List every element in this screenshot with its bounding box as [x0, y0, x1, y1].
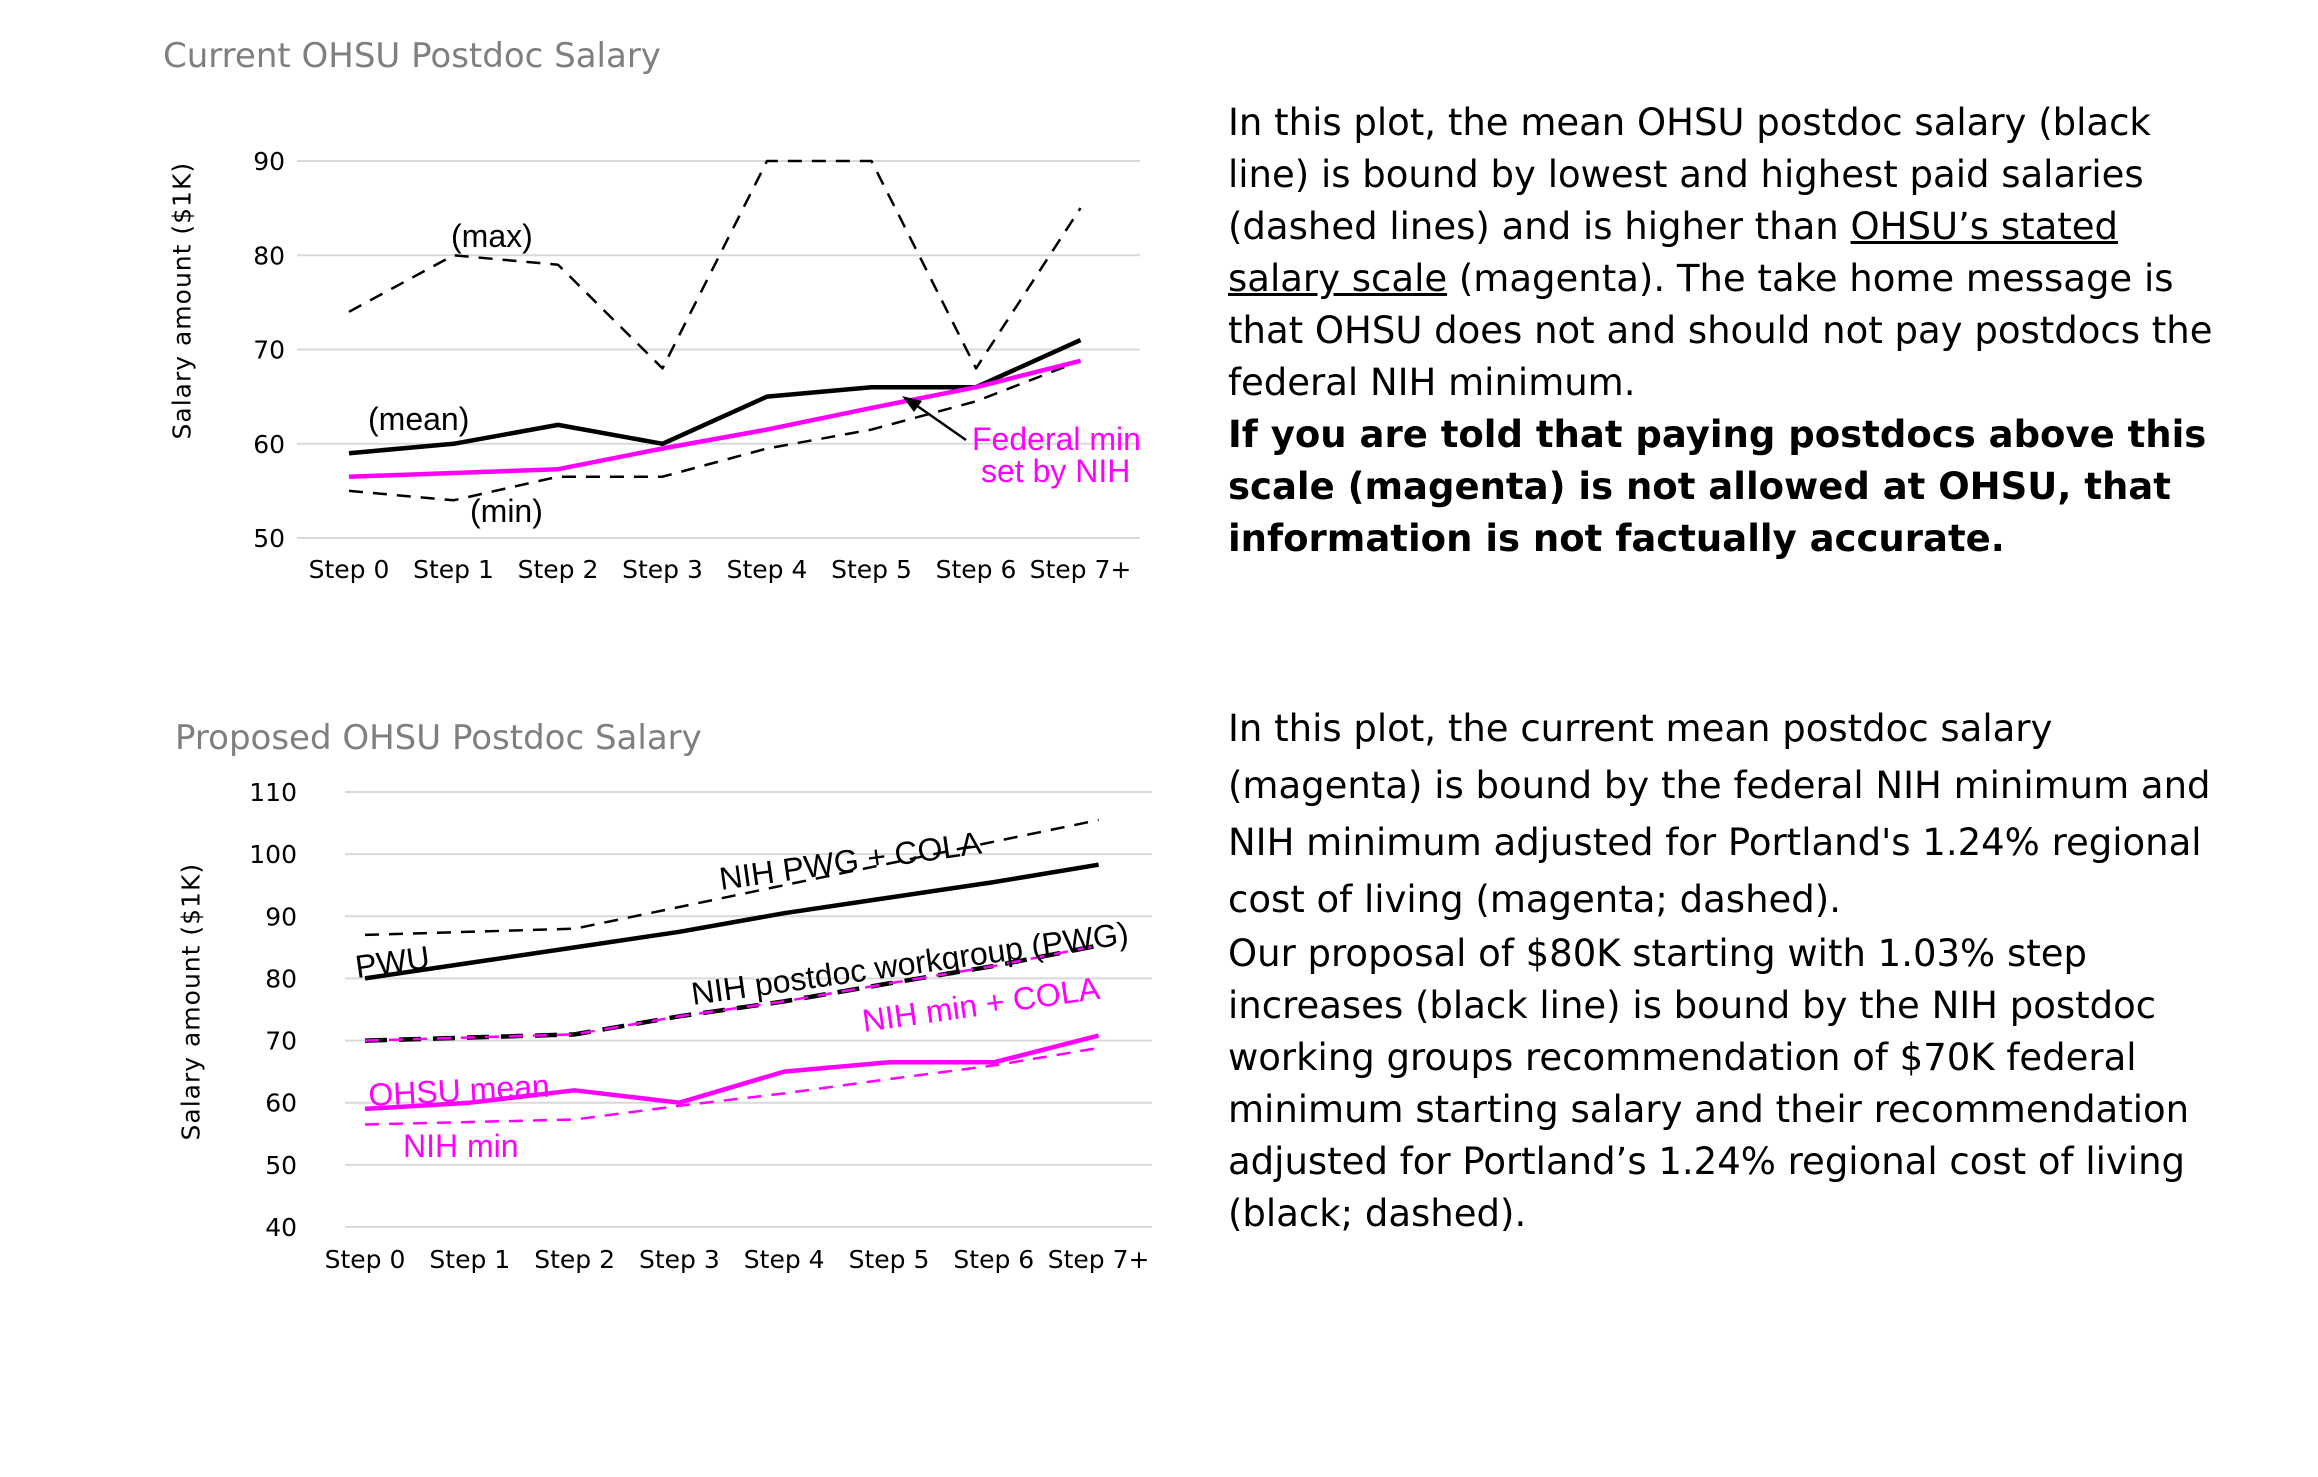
chart1-arrow-head [902, 396, 922, 412]
chart1-series-line [348, 159, 1082, 370]
chart2-xtick-label: Step 6 [953, 1245, 1034, 1274]
chart2-series-line [364, 944, 1099, 1042]
chart1-xtick-label: Step 2 [518, 555, 599, 584]
paragraph-2-text-a: In this plot, the current mean postdoc s… [1228, 707, 2211, 921]
chart2-series-line [364, 818, 1099, 937]
chart1-federal-label-line1: Federal min [972, 421, 1141, 457]
chart2-ytick-label: 60 [265, 1089, 297, 1118]
chart2-ytick-label: 90 [265, 902, 297, 931]
paragraph-2: In this plot, the current mean postdoc s… [1228, 700, 2228, 1240]
chart1-xtick-label: Step 5 [831, 555, 912, 584]
chart2-xtick-label: Step 4 [744, 1245, 825, 1274]
chart2-title: Proposed OHSU Postdoc Salary [175, 718, 702, 758]
chart2-xtick-label: Step 2 [534, 1245, 615, 1274]
chart1-ytick-label: 80 [253, 241, 285, 270]
chart1-ytick-label: 60 [253, 430, 285, 459]
chart2-pwg-cola-label: NIH PWG + COLA [717, 824, 984, 896]
chart2-xtick-label: Step 3 [639, 1245, 720, 1274]
chart2-xtick-label: Step 0 [325, 1245, 406, 1274]
chart2-series-line [364, 1046, 1099, 1126]
chart1-arrow-shaft [912, 401, 967, 442]
chart2-ytick-label: 50 [265, 1151, 297, 1180]
chart1-xtick-label: Step 3 [622, 555, 703, 584]
chart2-nih-min-label: NIH min [403, 1128, 519, 1164]
chart1-series-line [348, 359, 1081, 502]
salary-scale-link[interactable]: OHSU’s stated salary scale [1228, 205, 2119, 300]
paragraph-1-bold: If you are told that paying postdocs abo… [1228, 413, 2207, 560]
chart2-xtick-label: Step 1 [429, 1245, 510, 1274]
chart1-title: Current OHSU Postdoc Salary [163, 36, 661, 76]
chart1-ytick-label: 90 [253, 147, 285, 176]
chart2-series-line [364, 1033, 1100, 1112]
chart1-xtick-label: Step 0 [309, 555, 390, 584]
chart2-ytick-label: 70 [265, 1027, 297, 1056]
chart1-max-label: (max) [451, 218, 533, 254]
chart2-ohsu-mean-label: OHSU mean [367, 1068, 550, 1113]
chart1-xtick-label: Step 6 [936, 555, 1017, 584]
chart2-ytick-label: 40 [265, 1213, 297, 1242]
chart2-ytick-label: 110 [249, 778, 297, 807]
paragraph-1-text-a: In this plot, the mean OHSU postdoc sala… [1228, 101, 2151, 248]
chart2-ytick-label: 100 [249, 840, 297, 869]
chart2-xtick-label: Step 5 [849, 1245, 930, 1274]
chart1-mean-label: (mean) [368, 401, 469, 437]
chart1-min-label: (min) [470, 493, 543, 529]
chart1-xtick-label: Step 7+ [1030, 555, 1132, 584]
chart1-xtick-label: Step 4 [727, 555, 808, 584]
paragraph-2-text-b: Our proposal of $80K starting with 1.03%… [1228, 932, 2190, 1235]
chart1-ytick-label: 70 [253, 336, 285, 365]
chart1-federal-label-line2: set by NIH [981, 453, 1130, 489]
chart1-series-line [348, 338, 1082, 456]
paragraph-1-text-b: (magenta). The take home message is that… [1228, 257, 2213, 404]
paragraph-1: In this plot, the mean OHSU postdoc sala… [1228, 97, 2228, 565]
chart2-ytick-label: 80 [265, 964, 297, 993]
chart1-ytick-label: 50 [253, 524, 285, 553]
chart1-series-line [348, 358, 1082, 479]
chart2-series-line [364, 862, 1099, 981]
chart2-xtick-label: Step 7+ [1048, 1245, 1150, 1274]
chart1-xtick-label: Step 1 [413, 555, 494, 584]
